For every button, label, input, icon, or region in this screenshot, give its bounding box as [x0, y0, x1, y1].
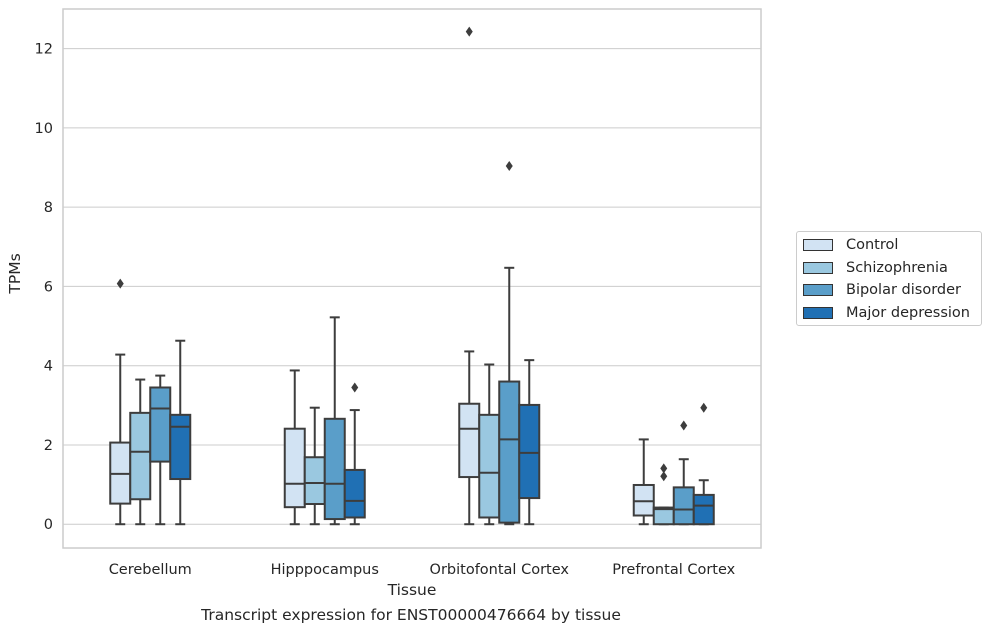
- x-axis-label: Tissue: [387, 581, 437, 599]
- outlier-point: [116, 278, 124, 289]
- legend-label-schizophrenia: Schizophrenia: [846, 260, 948, 276]
- legend-label-bipolar-disorder: Bipolar disorder: [846, 282, 961, 298]
- y-tick-label: 0: [44, 517, 53, 533]
- y-tick-label: 6: [44, 279, 53, 295]
- legend-item-control: Control: [803, 235, 898, 255]
- box: [498, 380, 521, 524]
- outlier-point: [505, 160, 513, 171]
- outlier-point: [660, 471, 668, 482]
- y-tick-label: 2: [44, 438, 53, 454]
- outlier-point: [660, 463, 668, 474]
- legend-label-major-depression: Major depression: [846, 305, 970, 321]
- legend-item-major-depression: Major depression: [803, 303, 970, 323]
- box: [169, 413, 192, 481]
- outlier-point: [465, 26, 473, 37]
- box: [283, 427, 306, 509]
- legend: Control Schizophrenia Bipolar disorder M…: [796, 231, 982, 326]
- box: [323, 417, 346, 521]
- box: [343, 468, 366, 519]
- box: [478, 413, 501, 519]
- outlier-point: [680, 420, 688, 431]
- box: [692, 493, 715, 526]
- box: [518, 403, 541, 500]
- y-tick-label: 8: [44, 200, 53, 216]
- plot-frame: [62, 8, 762, 549]
- x-tick-label: Hipppocampus: [271, 562, 379, 578]
- y-tick-label: 10: [35, 121, 53, 137]
- outlier-point: [351, 382, 359, 393]
- y-tick-label: 12: [35, 42, 53, 58]
- box: [303, 456, 326, 506]
- box: [149, 386, 172, 463]
- outlier-point: [700, 402, 708, 413]
- legend-item-bipolar-disorder: Bipolar disorder: [803, 280, 961, 300]
- legend-label-control: Control: [846, 237, 899, 253]
- y-tick-label: 4: [44, 359, 53, 375]
- legend-swatch-schizophrenia: [803, 262, 833, 274]
- legend-swatch-control: [803, 239, 833, 251]
- x-tick-label: Orbitofontal Cortex: [430, 562, 570, 578]
- box: [672, 486, 695, 526]
- y-axis-label: TPMs: [6, 253, 24, 294]
- figure-caption: Transcript expression for ENST0000047666…: [201, 606, 621, 624]
- x-tick-label: Prefrontal Cortex: [612, 562, 735, 578]
- legend-swatch-bipolar-disorder: [803, 284, 833, 296]
- legend-item-schizophrenia: Schizophrenia: [803, 258, 948, 278]
- box: [129, 411, 152, 501]
- box: [458, 402, 481, 479]
- x-tick-label: Cerebellum: [109, 562, 192, 578]
- legend-swatch-major-depression: [803, 307, 833, 319]
